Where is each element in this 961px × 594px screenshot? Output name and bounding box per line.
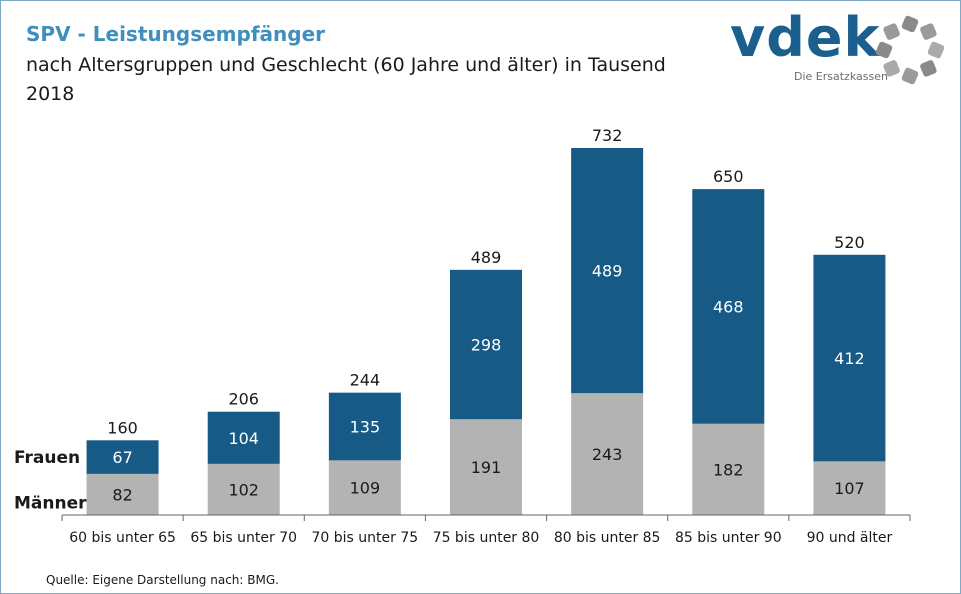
bar-frauen-4 [571,148,644,394]
label-maenner-1: 102 [228,480,259,499]
logo-wordmark: vdek [730,6,881,69]
label-frauen-3: 298 [471,336,502,355]
logo-ring-segment [920,60,937,77]
label-total-2: 244 [350,371,381,390]
legend: Frauen Männer [14,448,87,513]
bar-maenner-5 [692,423,765,515]
label-maenner-4: 243 [592,445,623,464]
x-axis-ticks: 60 bis unter 65 65 bis unter 70 70 bis unt… [61,515,911,546]
bar-frauen-0 [86,440,159,474]
label-frauen-1: 104 [228,429,259,448]
logo-ring-segment [920,23,937,40]
bar-frauen-5 [692,189,765,424]
label-maenner-0: 82 [112,485,132,504]
bar-maenner-0 [86,473,159,515]
label-total-0: 160 [107,418,138,437]
chart-subtitle: nach Altersgruppen und Geschlecht (60 Ja… [26,54,666,76]
label-maenner-3: 191 [471,458,502,477]
label-maenner-6: 107 [834,479,865,498]
legend-maenner: Männer [14,493,87,513]
x-tick-label-0: 60 bis unter 65 [69,530,176,546]
x-tick-label-6: 90 und älter [807,530,893,546]
legend-frauen: Frauen [14,448,80,468]
label-frauen-0: 67 [112,448,132,467]
x-tick-label-5: 85 bis unter 90 [675,530,782,546]
label-frauen-4: 489 [592,262,623,281]
bar-frauen-2 [328,392,401,461]
source-note: Quelle: Eigene Darstellung nach: BMG. [46,573,279,587]
label-total-1: 206 [228,390,259,409]
logo-ring-segment [883,23,900,40]
bar-frauen-3 [450,269,522,420]
logo-ring-segment [883,60,900,77]
x-tick-label-2: 70 bis unter 75 [312,530,419,546]
logo-ring-segment [927,41,945,59]
bar-frauen-1 [207,411,280,464]
logo-tagline: Die Ersatzkassen [794,70,888,83]
bar-maenner-6 [813,461,886,515]
logo-ring-icon [875,15,945,85]
chart-year: 2018 [26,83,75,105]
logo-ring-segment [901,67,919,85]
label-total-3: 489 [471,248,502,267]
bar-maenner-2 [328,460,401,515]
label-total-5: 650 [713,167,744,186]
bars-group [86,148,886,515]
vdek-logo: vdek Die Ersatzkassen [724,6,950,86]
label-total-6: 520 [834,233,865,252]
x-tick-label-1: 65 bis unter 70 [190,530,297,546]
label-frauen-5: 468 [713,297,744,316]
labels-group: 82 67 160 102 104 206 109 135 244 191 298 489 243 489… [107,126,864,504]
logo-ring-segment [901,15,919,33]
bar-maenner-3 [450,419,522,515]
chart-title: SPV - Leistungsempfänger [26,22,325,46]
label-maenner-5: 182 [713,460,744,479]
label-frauen-2: 135 [350,418,381,437]
bar-maenner-1 [207,463,280,515]
label-maenner-2: 109 [350,479,381,498]
x-tick-label-4: 80 bis unter 85 [554,530,661,546]
bar-maenner-4 [571,393,644,515]
bar-frauen-6 [813,254,886,462]
label-total-4: 732 [592,126,623,145]
label-frauen-6: 412 [834,349,865,368]
logo-ring-segment [875,41,893,59]
x-tick-label-3: 75 bis unter 80 [433,530,540,546]
